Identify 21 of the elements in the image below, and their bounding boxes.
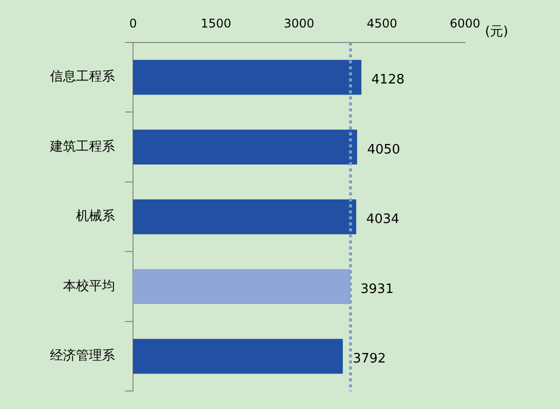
bar bbox=[133, 199, 356, 234]
x-axis-title: (元) bbox=[485, 24, 508, 40]
x-tick-label: 1500 bbox=[200, 16, 232, 30]
y-tick-label: 建筑工程系 bbox=[49, 139, 115, 154]
x-tick-label: 0 bbox=[129, 16, 137, 30]
bar bbox=[133, 269, 351, 304]
bar bbox=[133, 338, 343, 374]
data-label: 4050 bbox=[367, 142, 400, 158]
x-tick-label: 6000 bbox=[450, 16, 480, 30]
y-tick-label: 信息工程系 bbox=[50, 70, 115, 85]
y-tick-label: 机械系 bbox=[76, 209, 115, 224]
data-label: 4034 bbox=[366, 212, 400, 228]
data-label: 3931 bbox=[360, 282, 394, 297]
data-label: 3792 bbox=[352, 352, 386, 367]
data-label: 4128 bbox=[371, 72, 405, 88]
x-tick-label: 4500 bbox=[366, 16, 398, 30]
bar bbox=[133, 60, 362, 95]
x-tick-label: 3000 bbox=[284, 16, 314, 30]
bar bbox=[133, 130, 358, 164]
y-tick-label: 本校平均 bbox=[63, 278, 115, 294]
y-tick-label: 经济管理系 bbox=[50, 348, 115, 364]
